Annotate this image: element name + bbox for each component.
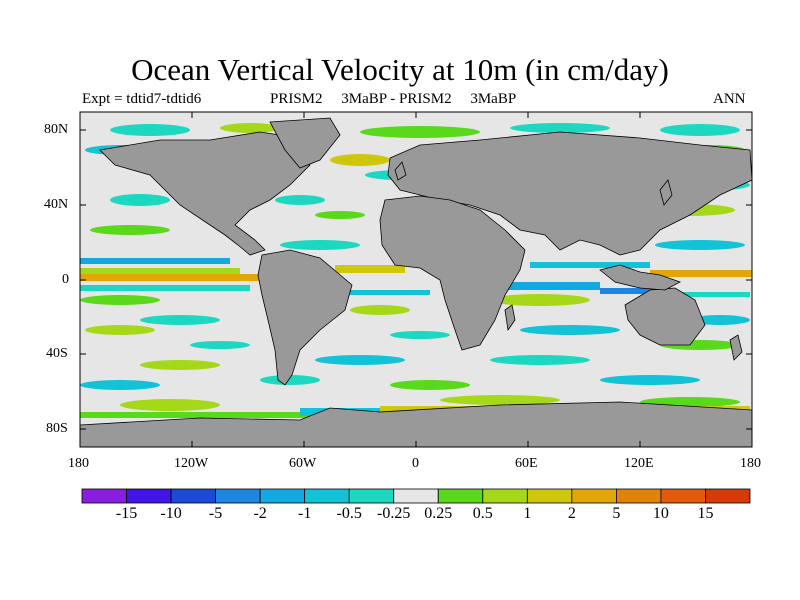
- colorbar-label: -5: [208, 505, 223, 522]
- colorbar-label: 1: [523, 505, 532, 522]
- x-tick-120e: 120E: [624, 456, 654, 471]
- colorbar-label: 10: [652, 505, 669, 522]
- colorbar-label: -1: [297, 505, 312, 522]
- colorbar-label: 15: [697, 505, 714, 522]
- north-america: [99, 131, 311, 256]
- y-tick-40n: 40N: [44, 197, 69, 212]
- y-tick-0: 0: [62, 272, 69, 287]
- colorbar-label: -15: [115, 505, 138, 522]
- colorbar-swatch: [304, 488, 350, 504]
- colorbar-label: 0.25: [424, 505, 453, 522]
- japan: [659, 179, 673, 206]
- y-tick-80s: 80S: [46, 421, 68, 436]
- colorbar-label: -0.25: [377, 505, 411, 522]
- axis-ticks: [80, 112, 752, 447]
- colorbar-label: 0.5: [472, 505, 493, 522]
- antarctica: [80, 401, 752, 447]
- x-tick-180w: 180: [68, 456, 89, 471]
- run-label: PRISM2 3MaBP - PRISM2 3MaBP: [270, 91, 517, 107]
- x-tick-180e: 180: [740, 456, 761, 471]
- colorbar-label: 2: [567, 505, 576, 522]
- colorbar-swatch: [393, 488, 439, 504]
- greenland: [269, 117, 341, 169]
- colorbar: [81, 488, 751, 504]
- colorbar-label: 5: [612, 505, 621, 522]
- land-masses: [80, 117, 752, 447]
- colorbar-swatch: [482, 488, 528, 504]
- colorbar-swatch: [81, 488, 127, 504]
- colorbar-swatch: [170, 488, 217, 504]
- x-tick-60e: 60E: [515, 456, 538, 471]
- colorbar-swatch: [705, 488, 751, 504]
- madagascar: [504, 304, 516, 332]
- indonesia: [599, 264, 681, 291]
- uk: [394, 161, 407, 181]
- x-tick-0: 0: [412, 456, 419, 471]
- south-america: [257, 249, 353, 386]
- x-tick-120w: 120W: [174, 456, 209, 471]
- experiment-label: Expt = tdtid7-tdtid6: [82, 91, 202, 107]
- season-label: ANN: [713, 91, 746, 107]
- map-area: [80, 112, 752, 447]
- africa: [379, 195, 526, 351]
- colorbar-swatch: [526, 488, 573, 504]
- colorbar-label: -0.5: [336, 505, 362, 522]
- colorbar-swatch: [660, 488, 706, 504]
- y-tick-80n: 80N: [44, 122, 69, 137]
- chart-title: Ocean Vertical Velocity at 10m (in cm/da…: [131, 52, 669, 87]
- colorbar-swatch: [215, 488, 261, 504]
- x-tick-60w: 60W: [289, 456, 317, 471]
- colorbar-label: -10: [160, 505, 182, 522]
- colorbar-swatch: [571, 488, 617, 504]
- colorbar-label: -2: [253, 505, 267, 522]
- colorbar-swatch: [126, 488, 172, 504]
- colorbar-swatch: [348, 488, 395, 504]
- colorbar-swatch: [259, 488, 306, 504]
- colorbar-swatch: [616, 488, 662, 504]
- y-tick-40s: 40S: [46, 346, 68, 361]
- colorbar-swatch: [437, 488, 484, 504]
- new-zealand: [729, 334, 743, 361]
